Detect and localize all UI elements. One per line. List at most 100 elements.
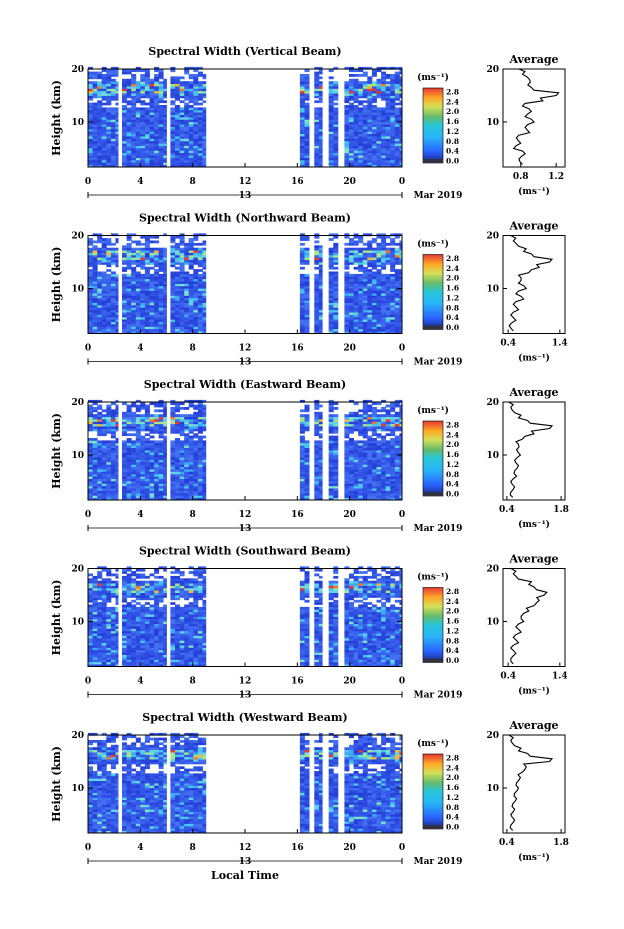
heatmap-cell xyxy=(154,452,160,456)
heatmap-cell xyxy=(367,100,373,104)
heatmap-cell xyxy=(184,262,190,265)
heatmap-cell xyxy=(376,95,382,99)
heatmap-cell xyxy=(97,440,103,444)
heatmap-cell xyxy=(299,138,305,142)
heatmap-cell xyxy=(371,321,377,325)
heatmap-cell xyxy=(163,109,167,113)
heatmap-cell xyxy=(385,469,391,472)
heatmap-cell xyxy=(304,150,310,154)
heatmap-cell xyxy=(135,461,141,465)
heatmap-cell xyxy=(394,471,400,475)
heatmap-cell xyxy=(197,480,203,484)
heatmap-cell xyxy=(106,312,112,315)
heatmap-cell xyxy=(154,257,160,260)
heatmap-cell xyxy=(179,266,185,270)
heatmap-cell xyxy=(344,466,350,470)
heatmap-cell xyxy=(371,459,377,463)
heatmap-cell xyxy=(135,300,141,303)
heatmap-cell xyxy=(353,288,359,291)
heatmap-cell xyxy=(115,131,119,134)
heatmap-cell xyxy=(304,124,310,127)
heatmap-cell xyxy=(144,304,150,308)
heatmap-cell xyxy=(101,278,107,282)
heatmap-cell xyxy=(149,428,155,432)
heatmap-cell xyxy=(381,147,387,151)
heatmap-cell xyxy=(353,109,359,113)
heatmap-cell xyxy=(349,490,354,494)
heatmap-cell xyxy=(184,328,190,332)
heatmap-cell xyxy=(193,107,199,111)
heatmap-cell xyxy=(362,273,368,277)
heatmap-cell xyxy=(304,324,310,327)
heatmap-cell xyxy=(362,283,368,287)
heatmap-cell xyxy=(349,290,354,294)
heatmap-cell xyxy=(390,319,396,322)
heatmap-cell xyxy=(115,404,119,408)
heatmap-cell xyxy=(154,90,160,94)
heatmap-cell xyxy=(349,442,354,446)
heatmap-cell xyxy=(175,114,180,118)
heatmap-cell xyxy=(131,471,137,475)
heatmap-cell xyxy=(367,271,373,275)
heatmap-cell xyxy=(144,492,150,496)
heatmap-cell xyxy=(314,259,320,263)
heatmap-cell xyxy=(318,426,323,429)
heatmap-cell xyxy=(188,324,194,327)
heatmap-cell xyxy=(349,321,354,325)
heatmap-cell xyxy=(170,259,176,263)
heatmap-cell xyxy=(367,454,373,458)
heatmap-cell xyxy=(163,423,167,427)
heatmap-cell xyxy=(184,416,190,420)
heatmap-cell xyxy=(131,114,137,118)
heatmap-cell xyxy=(394,252,400,256)
heatmap-cell xyxy=(106,426,112,429)
heatmap-cell xyxy=(193,419,199,422)
heatmap-cell xyxy=(394,138,400,142)
heatmap-cell xyxy=(385,445,391,448)
heatmap-cell xyxy=(394,478,400,482)
heatmap-cell xyxy=(154,319,160,322)
heatmap-cell xyxy=(149,259,155,263)
heatmap-cell xyxy=(158,328,164,332)
heatmap-cell xyxy=(115,112,119,115)
heatmap-cell xyxy=(122,466,127,470)
heatmap-cell xyxy=(188,278,194,282)
heatmap-cell xyxy=(197,83,203,87)
heatmap-cell xyxy=(381,293,387,296)
heatmap-cell xyxy=(88,128,93,132)
heatmap-cell xyxy=(202,159,207,163)
heatmap-cell xyxy=(135,430,141,434)
heatmap-cell xyxy=(122,131,127,134)
heatmap-cell xyxy=(140,304,146,308)
heatmap-cell xyxy=(362,247,368,251)
heatmap-cell xyxy=(170,309,176,313)
heatmap-cell xyxy=(101,107,107,111)
heatmap-cell xyxy=(349,107,354,111)
heatmap-cell xyxy=(193,93,199,96)
heatmap-cell xyxy=(353,466,359,470)
heatmap-cell xyxy=(390,97,396,101)
heatmap-cell xyxy=(399,83,403,87)
heatmap-cell xyxy=(299,124,305,127)
heatmap-cell xyxy=(333,245,339,249)
heatmap-cell xyxy=(385,457,391,460)
heatmap-cell xyxy=(188,90,194,94)
heatmap-cell xyxy=(106,459,112,463)
heatmap-cell xyxy=(353,247,359,251)
heatmap-cell xyxy=(131,83,137,87)
heatmap-cell xyxy=(314,478,320,482)
heatmap-cell xyxy=(154,471,160,475)
heatmap-cell xyxy=(106,145,112,149)
heatmap-cell xyxy=(101,250,107,253)
heatmap-cell xyxy=(88,238,93,241)
heatmap-cell xyxy=(314,442,320,446)
heatmap-cell xyxy=(97,74,103,77)
heatmap-cell xyxy=(381,440,387,444)
heatmap-cell xyxy=(328,247,334,251)
heatmap-cell xyxy=(110,74,116,77)
heatmap-cell xyxy=(144,288,150,291)
heatmap-cell xyxy=(131,414,137,417)
heatmap-cell xyxy=(362,257,368,260)
heatmap-cell xyxy=(149,93,155,96)
heatmap-cell xyxy=(193,128,199,132)
